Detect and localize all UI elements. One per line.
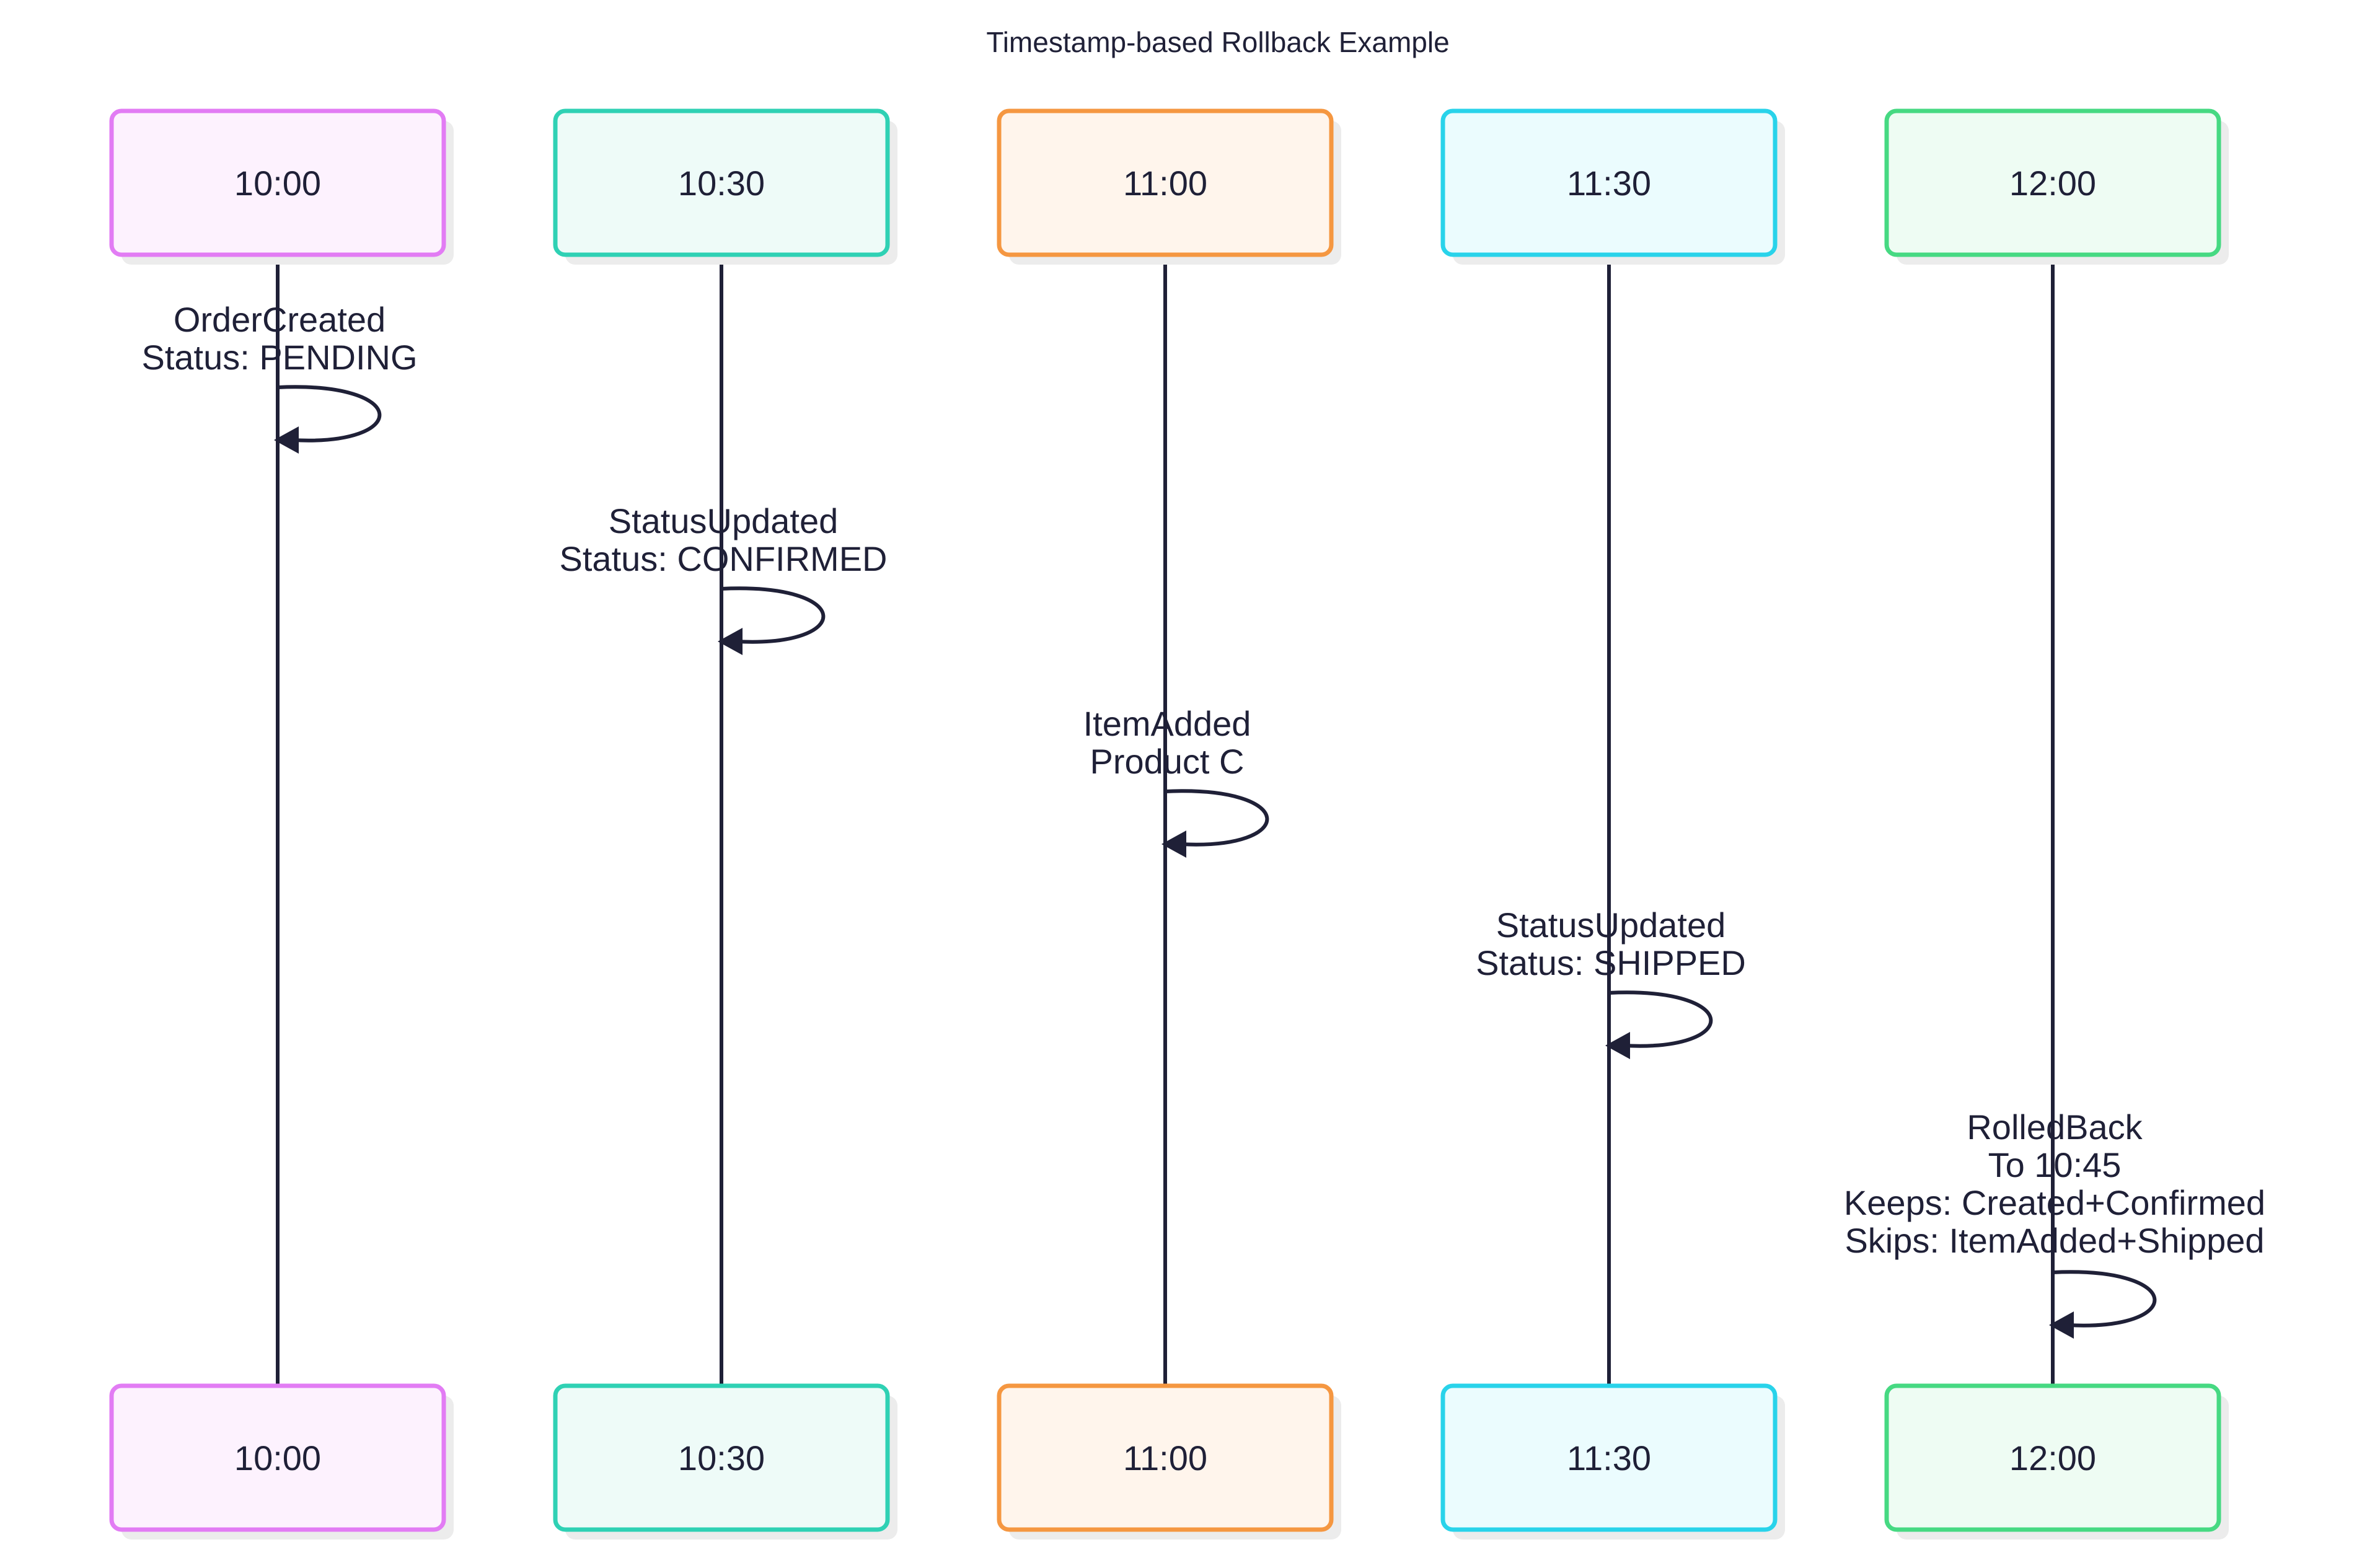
participant-label: 11:00 — [1123, 1438, 1207, 1478]
participant-box-top-p1030: 10:30 — [553, 108, 897, 265]
arrowhead-icon — [718, 628, 743, 655]
participant-boxes: 10:00 10:00 10:30 10:30 11:00 11:00 11:30 11:30… — [109, 108, 2229, 1540]
arrowhead-icon — [274, 426, 299, 454]
participant-box-bottom-p1200: 12:00 — [1884, 1383, 2229, 1540]
message-label-line: To 10:45 — [1988, 1145, 2122, 1184]
participant-label: 10:00 — [234, 164, 321, 203]
message-label-line: StatusUpdated — [609, 501, 838, 540]
self-message-loop — [1608, 990, 1713, 1048]
participant-box-bottom-p1030: 10:30 — [553, 1383, 897, 1540]
arrowhead-icon — [1161, 830, 1186, 858]
box-frame — [1884, 1383, 2221, 1532]
participant-label: 12:00 — [2009, 1438, 2096, 1478]
participant-box-top-p1200: 12:00 — [1884, 108, 2229, 265]
participant-box-top-p1100: 11:00 — [997, 108, 1341, 265]
self-message-loop — [1165, 789, 1269, 847]
box-frame — [997, 1383, 1334, 1532]
box-frame — [553, 108, 890, 257]
participant-box-top-p1000: 10:00 — [109, 108, 454, 265]
participant-label: 12:00 — [2009, 164, 2096, 203]
participant-box-top-p1130: 11:30 — [1440, 108, 1785, 265]
box-frame — [1440, 1383, 1778, 1532]
box-frame — [1884, 108, 2221, 257]
message-label-line: Product C — [1090, 742, 1245, 781]
participant-label: 10:30 — [678, 164, 765, 203]
box-frame — [1440, 108, 1778, 257]
arrowhead-icon — [2049, 1311, 2074, 1339]
box-frame — [997, 108, 1334, 257]
self-message-loop — [277, 385, 382, 443]
box-frame — [553, 1383, 890, 1532]
message-label-line: ItemAdded — [1083, 704, 1251, 743]
participant-box-bottom-p1130: 11:30 — [1440, 1383, 1785, 1540]
message-label-line: Status: PENDING — [141, 338, 417, 377]
participant-label: 10:30 — [678, 1438, 765, 1478]
box-frame — [109, 108, 446, 257]
message-label-line: OrderCreated — [174, 300, 386, 339]
message-label-line: Status: CONFIRMED — [560, 539, 888, 578]
diagram-title: Timestamp-based Rollback Example — [986, 26, 1449, 58]
self-message-loop — [2052, 1270, 2157, 1328]
participant-label: 11:30 — [1567, 164, 1651, 203]
participant-label: 11:00 — [1123, 164, 1207, 203]
participant-label: 10:00 — [234, 1438, 321, 1478]
message-label-line: StatusUpdated — [1496, 905, 1726, 945]
participant-box-bottom-p1100: 11:00 — [997, 1383, 1341, 1540]
participant-box-bottom-p1000: 10:00 — [109, 1383, 454, 1540]
box-frame — [109, 1383, 446, 1532]
message-label-line: Skips: ItemAdded+Shipped — [1844, 1221, 2264, 1260]
message-label-line: Status: SHIPPED — [1476, 943, 1746, 982]
lifelines — [276, 255, 2055, 1386]
message-label-line: RolledBack — [1967, 1108, 2143, 1147]
arrowhead-icon — [1605, 1032, 1630, 1059]
participant-label: 11:30 — [1567, 1438, 1651, 1478]
message-label-line: Keeps: Created+Confirmed — [1844, 1183, 2265, 1222]
self-message-loop — [721, 586, 826, 644]
